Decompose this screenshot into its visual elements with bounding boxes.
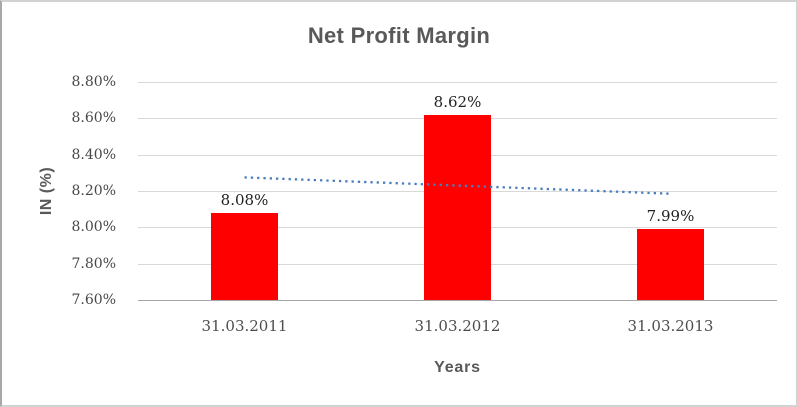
gridline — [138, 82, 777, 83]
x-category-label: 31.03.2012 — [414, 317, 501, 335]
data-label: 8.62% — [433, 92, 482, 111]
y-axis-title: IN (%) — [38, 166, 55, 216]
bar-31.03.2012 — [424, 114, 491, 300]
y-tick-label: 8.40% — [71, 146, 116, 163]
y-tick-label: 7.60% — [71, 292, 116, 308]
data-label: 8.08% — [220, 190, 269, 209]
y-tick-label: 8.60% — [71, 110, 116, 127]
plot-area — [138, 82, 777, 301]
y-tick-label: 7.80% — [71, 255, 116, 272]
y-tick-label: 8.00% — [71, 219, 116, 236]
x-category-label: 31.03.2011 — [201, 317, 288, 335]
x-axis-title: Years — [434, 359, 481, 376]
data-label: 7.99% — [646, 207, 695, 226]
x-category-label: 31.03.2013 — [627, 317, 714, 335]
bar-31.03.2013 — [637, 229, 704, 300]
y-tick-label: 8.80% — [71, 74, 116, 90]
y-tick-label: 8.20% — [71, 183, 116, 199]
bar-31.03.2011 — [211, 212, 278, 300]
chart-title: Net Profit Margin — [307, 23, 491, 48]
